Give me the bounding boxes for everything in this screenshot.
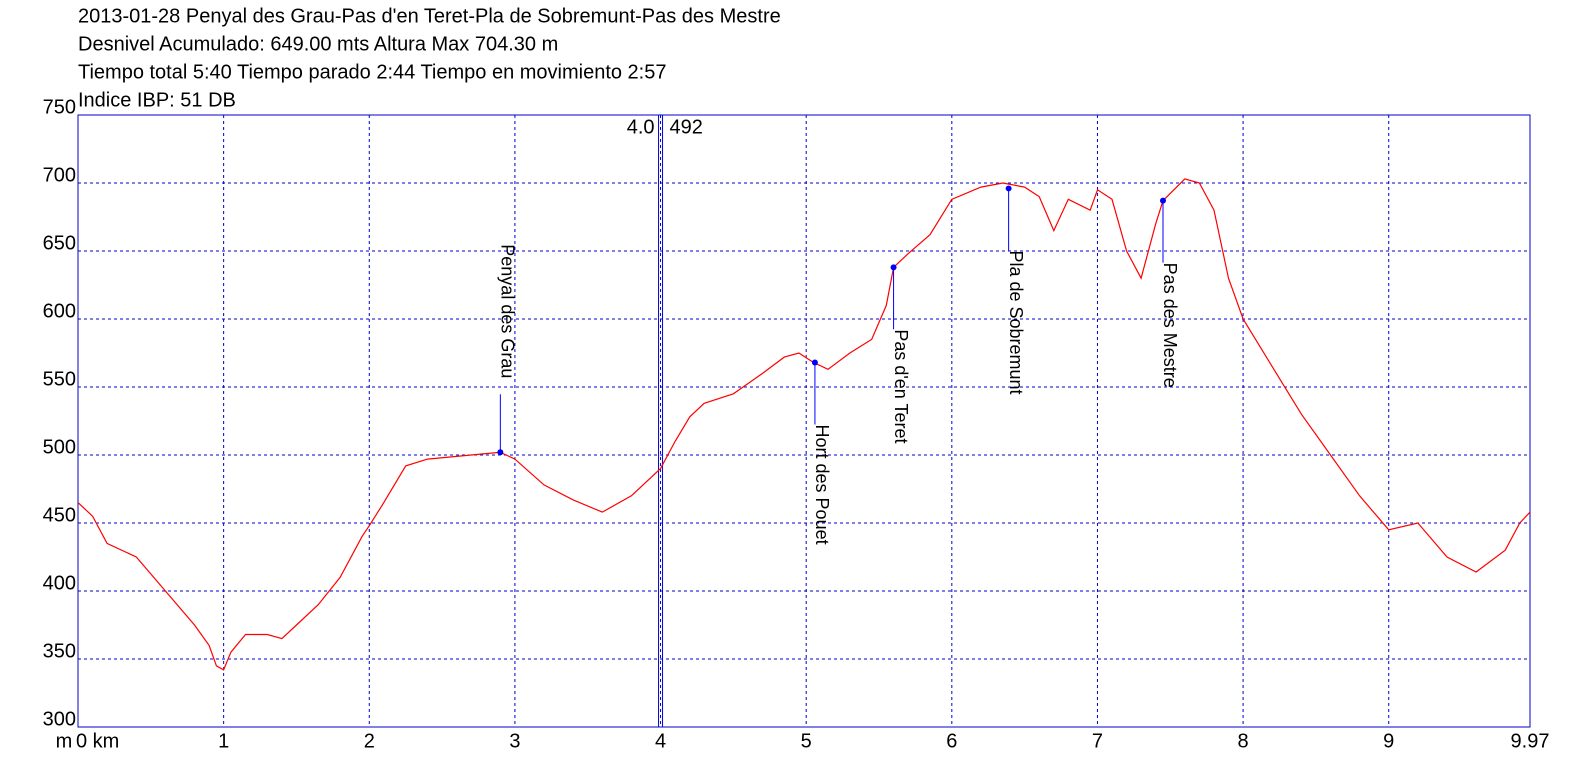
y-tick-label: 400 (43, 572, 76, 594)
x-tick-label: 7 (1092, 730, 1103, 752)
cursor-y-label: 492 (670, 116, 703, 138)
y-tick-label: 600 (43, 300, 76, 322)
x-tick-label: 1 (218, 730, 229, 752)
waypoint-label: Pla de Sobremunt (1006, 250, 1026, 394)
waypoint-marker (811, 359, 818, 366)
cursor-x-label: 4.0 (627, 116, 655, 138)
waypoint-label: Pas des Mestre (1160, 263, 1180, 388)
y-tick-label: 750 (43, 96, 76, 118)
plot-frame (77, 114, 1531, 728)
x-tick-label: 2 (364, 730, 375, 752)
waypoint-marker (890, 264, 897, 271)
x-tick-label: 3 (509, 730, 520, 752)
y-tick-label: 700 (43, 164, 76, 186)
y-tick-label: 300 (43, 708, 76, 730)
waypoint-label: Penyal des Grau (498, 244, 518, 378)
x-tick-label: 6 (946, 730, 957, 752)
x-tick-label: 5 (801, 730, 812, 752)
elevation-line (77, 178, 1531, 671)
y-tick-label: 350 (43, 640, 76, 662)
x-tick-label: 4 (655, 730, 666, 752)
x-tick-label: 9 (1383, 730, 1394, 752)
subtitle: Desnivel Acumulado: 649.00 mts Altura Ma… (78, 33, 558, 55)
x-tick-label: 9.97 (1511, 730, 1550, 752)
x-tick-label: 8 (1238, 730, 1249, 752)
subtitle: Tiempo total 5:40 Tiempo parado 2:44 Tie… (78, 61, 667, 83)
y-tick-label: 450 (43, 504, 76, 526)
subtitle: Indice IBP: 51 DB (78, 89, 236, 111)
y-tick-label: 650 (43, 232, 76, 254)
waypoint-marker (1005, 185, 1012, 192)
x-tick-label: 0 km (76, 730, 119, 752)
waypoint-marker (1159, 197, 1166, 204)
waypoint-label: Pas d'en Teret (891, 329, 911, 443)
y-tick-label: 500 (43, 436, 76, 458)
y-unit: m (56, 730, 73, 752)
waypoint-marker (497, 449, 504, 456)
y-tick-label: 550 (43, 368, 76, 390)
waypoint-label: Hort des Pouet (812, 425, 832, 545)
chart-title: 2013-01-28 Penyal des Grau-Pas d'en Tere… (78, 5, 781, 27)
